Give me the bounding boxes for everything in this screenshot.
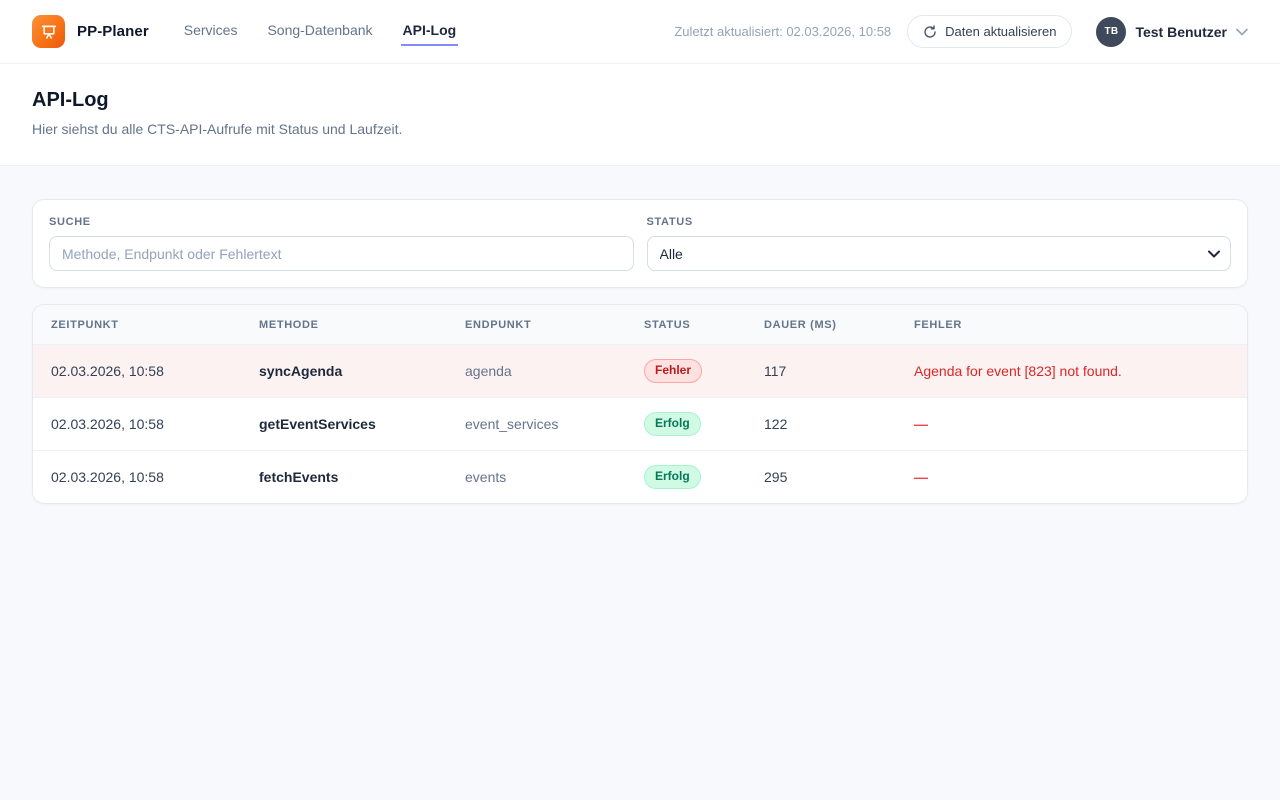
cell-endpoint: event_services [447, 397, 626, 451]
table-header-row: ZEITPUNKT METHODE ENDPUNKT STATUS DAUER … [33, 305, 1247, 345]
nav-item-services[interactable]: Services [183, 21, 238, 38]
app-logo [32, 15, 65, 48]
chevron-down-icon [1236, 28, 1248, 36]
status-select[interactable]: Alle [646, 236, 1231, 271]
cell-error: — [896, 450, 1247, 503]
col-header-status: STATUS [626, 305, 746, 345]
cell-method: syncAgenda [241, 344, 447, 398]
table-row: 02.03.2026, 10:58 fetchEvents events Erf… [33, 450, 1247, 503]
search-input[interactable] [49, 236, 634, 271]
user-menu[interactable]: TB Test Benutzer [1096, 16, 1248, 47]
user-name: Test Benutzer [1135, 23, 1227, 40]
table-row: 02.03.2026, 10:58 syncAgenda agenda Fehl… [33, 344, 1247, 398]
cell-timestamp: 02.03.2026, 10:58 [33, 344, 241, 398]
last-updated-text: Zuletzt aktualisiert: 02.03.2026, 10:58 [674, 24, 892, 39]
cell-status: Fehler [626, 344, 746, 398]
topbar-right: Zuletzt aktualisiert: 02.03.2026, 10:58 … [674, 15, 1248, 48]
refresh-data-button[interactable]: Daten aktualisieren [907, 15, 1073, 48]
api-log-table: ZEITPUNKT METHODE ENDPUNKT STATUS DAUER … [33, 305, 1247, 503]
cell-duration: 295 [746, 450, 896, 503]
cell-method: getEventServices [241, 397, 447, 451]
main-nav: Services Song-Datenbank API-Log [182, 18, 459, 46]
presentation-board-icon [40, 23, 58, 41]
nav-item-api-log[interactable]: API-Log [400, 18, 459, 46]
cell-timestamp: 02.03.2026, 10:58 [33, 397, 241, 451]
status-select-wrap: Alle [646, 236, 1231, 271]
status-badge: Erfolg [644, 465, 701, 489]
filter-panel: SUCHE STATUS Alle [32, 199, 1248, 288]
page-header: API-Log Hier siehst du alle CTS-API-Aufr… [0, 64, 1280, 166]
status-badge: Erfolg [644, 412, 701, 436]
col-header-dauer: DAUER (MS) [746, 305, 896, 345]
col-header-fehler: FEHLER [896, 305, 1247, 345]
cell-endpoint: events [447, 450, 626, 503]
cell-method: fetchEvents [241, 450, 447, 503]
cell-duration: 117 [746, 344, 896, 398]
nav-item-song-datenbank[interactable]: Song-Datenbank [267, 21, 373, 38]
cell-status: Erfolg [626, 397, 746, 451]
search-label: SUCHE [49, 216, 91, 228]
cell-timestamp: 02.03.2026, 10:58 [33, 450, 241, 503]
refresh-button-label: Daten aktualisieren [945, 24, 1057, 39]
table-row: 02.03.2026, 10:58 getEventServices event… [33, 397, 1247, 451]
status-label: STATUS [646, 216, 693, 228]
status-field-group: STATUS Alle [646, 216, 1231, 271]
brand-name: PP-Planer [77, 23, 149, 40]
status-badge: Fehler [644, 359, 703, 383]
col-header-zeitpunkt: ZEITPUNKT [33, 305, 241, 345]
api-log-table-card: ZEITPUNKT METHODE ENDPUNKT STATUS DAUER … [32, 304, 1248, 504]
cell-endpoint: agenda [447, 344, 626, 398]
col-header-methode: METHODE [241, 305, 447, 345]
cell-duration: 122 [746, 397, 896, 451]
search-field-group: SUCHE [49, 216, 634, 271]
page-title: API-Log [32, 89, 109, 111]
cell-status: Erfolg [626, 450, 746, 503]
main-content: SUCHE STATUS Alle [0, 166, 1280, 800]
refresh-icon [923, 24, 937, 39]
avatar: TB [1096, 16, 1127, 47]
cell-error: Agenda for event [823] not found. [896, 344, 1247, 398]
col-header-endpunkt: ENDPUNKT [447, 305, 626, 345]
brand: PP-Planer [32, 15, 149, 48]
topbar: PP-Planer Services Song-Datenbank API-Lo… [0, 0, 1280, 64]
page-subtitle: Hier siehst du alle CTS-API-Aufrufe mit … [32, 121, 403, 137]
cell-error: — [896, 397, 1247, 451]
